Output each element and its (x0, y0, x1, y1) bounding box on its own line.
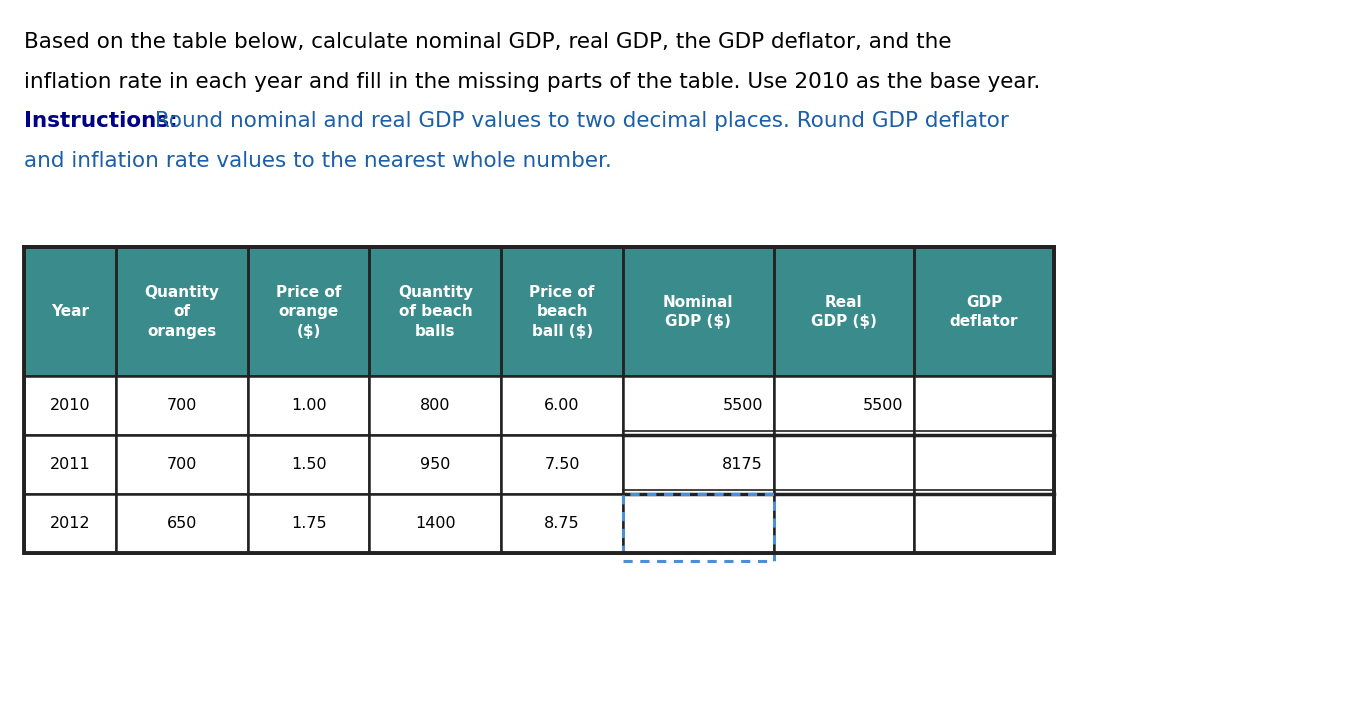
Bar (248, 435, 369, 494)
Bar (623, 376, 774, 435)
Text: 5500: 5500 (723, 399, 763, 413)
Bar (501, 376, 623, 435)
Bar (248, 376, 369, 435)
Bar (501, 247, 623, 376)
Bar (623, 247, 774, 376)
Bar (24, 247, 1054, 553)
Bar (369, 247, 501, 376)
Bar (248, 494, 369, 553)
Bar (24, 247, 116, 376)
Text: Real
GDP ($): Real GDP ($) (811, 295, 876, 329)
Bar (116, 494, 248, 553)
Text: 2010: 2010 (50, 399, 90, 413)
Bar (501, 435, 623, 494)
Bar (24, 494, 116, 553)
Text: inflation rate in each year and fill in the missing parts of the table. Use 2010: inflation rate in each year and fill in … (24, 72, 1041, 92)
Bar (914, 376, 1054, 435)
Bar (774, 494, 914, 553)
Bar (774, 435, 914, 494)
Bar (116, 247, 248, 376)
Bar (623, 247, 774, 376)
Bar (774, 376, 914, 435)
Bar (116, 494, 248, 553)
Bar (248, 247, 369, 376)
Bar (248, 494, 369, 553)
Text: 1400: 1400 (415, 516, 456, 531)
Bar (623, 494, 774, 553)
Text: 1.75: 1.75 (291, 516, 326, 531)
Bar (501, 494, 623, 553)
Text: 1.00: 1.00 (291, 399, 326, 413)
Bar (24, 376, 116, 435)
Bar (623, 494, 774, 561)
Bar (623, 435, 774, 494)
Bar (623, 376, 774, 435)
Text: Quantity
of beach
balls: Quantity of beach balls (398, 285, 473, 338)
Text: Quantity
of
oranges: Quantity of oranges (144, 285, 220, 338)
Bar (623, 494, 774, 553)
Bar (369, 247, 501, 376)
Bar (24, 435, 116, 494)
Text: 6.00: 6.00 (545, 399, 580, 413)
Bar (248, 435, 369, 494)
Bar (248, 376, 369, 435)
Bar (774, 247, 914, 376)
Text: 8.75: 8.75 (545, 516, 580, 531)
Text: 8175: 8175 (723, 457, 763, 472)
Bar (116, 247, 248, 376)
Bar (914, 494, 1054, 553)
Bar (24, 376, 116, 435)
Text: 2011: 2011 (50, 457, 90, 472)
Text: 950: 950 (421, 457, 450, 472)
Text: Nominal
GDP ($): Nominal GDP ($) (663, 295, 733, 329)
Bar (914, 247, 1054, 376)
Bar (774, 494, 914, 553)
Bar (914, 247, 1054, 376)
Bar (774, 435, 914, 494)
Text: Instructions:: Instructions: (24, 111, 178, 131)
Bar (369, 435, 501, 494)
Bar (116, 376, 248, 435)
Text: 1.50: 1.50 (291, 457, 326, 472)
Bar (24, 247, 116, 376)
Bar (623, 435, 774, 494)
Bar (774, 247, 914, 376)
Bar (914, 435, 1054, 494)
Bar (501, 376, 623, 435)
Text: Year: Year (51, 305, 89, 319)
Text: 2012: 2012 (50, 516, 90, 531)
Bar (116, 435, 248, 494)
Bar (914, 376, 1054, 435)
Bar (116, 435, 248, 494)
Bar (116, 376, 248, 435)
Bar (914, 494, 1054, 553)
Bar (501, 435, 623, 494)
Text: Based on the table below, calculate nominal GDP, real GDP, the GDP deflator, and: Based on the table below, calculate nomi… (24, 32, 952, 52)
Bar (914, 435, 1054, 494)
Text: 650: 650 (167, 516, 197, 531)
Text: Price of
orange
($): Price of orange ($) (276, 285, 341, 338)
Text: Round nominal and real GDP values to two decimal places. Round GDP deflator: Round nominal and real GDP values to two… (148, 111, 1010, 131)
Bar (24, 435, 116, 494)
Bar (369, 494, 501, 553)
Bar (774, 376, 914, 435)
Text: Price of
beach
ball ($): Price of beach ball ($) (530, 285, 594, 338)
Bar (369, 376, 501, 435)
Bar (501, 247, 623, 376)
Text: 700: 700 (167, 399, 197, 413)
Text: 800: 800 (421, 399, 450, 413)
Text: 5500: 5500 (863, 399, 903, 413)
Bar (369, 376, 501, 435)
Text: GDP
deflator: GDP deflator (950, 295, 1018, 329)
Text: Instructions:: Instructions: (24, 111, 178, 131)
Bar (501, 494, 623, 553)
Bar (24, 494, 116, 553)
Text: 700: 700 (167, 457, 197, 472)
Bar (369, 494, 501, 553)
Text: 7.50: 7.50 (545, 457, 580, 472)
Bar (369, 435, 501, 494)
Bar (248, 247, 369, 376)
Text: and inflation rate values to the nearest whole number.: and inflation rate values to the nearest… (24, 151, 612, 171)
